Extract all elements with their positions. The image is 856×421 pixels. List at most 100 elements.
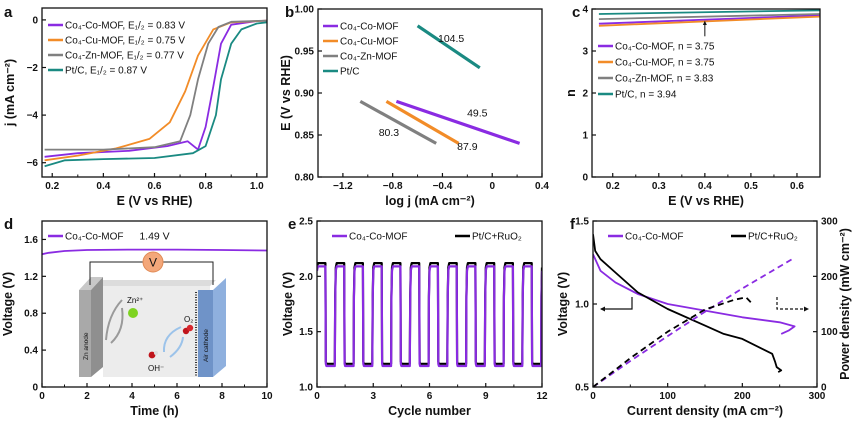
plot-frame bbox=[317, 8, 543, 178]
y-axis-label: Voltage (V) bbox=[281, 272, 295, 336]
right-axis-arrow-icon bbox=[776, 297, 806, 310]
y-tick-label: 1 bbox=[582, 131, 588, 142]
x-axis-label: E (V vs RHE) bbox=[668, 194, 744, 208]
series-line bbox=[598, 13, 820, 20]
legend-label: Co₄-Co-MOF, E₁/₂ = 0.83 V bbox=[65, 21, 185, 32]
y-tick-label: 0 bbox=[32, 15, 38, 26]
y-tick-label: 2.0 bbox=[299, 272, 313, 283]
y-tick-label: 4 bbox=[582, 5, 588, 16]
y-tick-label: 0.90 bbox=[295, 89, 315, 100]
hydroxide-label: OH⁻ bbox=[148, 364, 164, 373]
air-cathode-side bbox=[213, 278, 226, 377]
oxygen-molecule-icon bbox=[186, 324, 194, 332]
x-tick-label: 0.4 bbox=[96, 181, 110, 192]
series-line bbox=[42, 248, 267, 256]
x-axis-label: E (V vs RHE) bbox=[117, 194, 193, 208]
oxygen-label: O₂ bbox=[184, 315, 193, 324]
x-tick-label: −0.4 bbox=[433, 181, 453, 192]
y-tick-label: 0.80 bbox=[295, 173, 315, 184]
hydroxide-icon bbox=[148, 351, 156, 359]
y-axis-label: j (mA cm⁻²) bbox=[3, 59, 17, 127]
left-axis-arrow-icon bbox=[601, 297, 633, 310]
zinc-ion-label: Zn²⁺ bbox=[127, 296, 143, 305]
plot-frame bbox=[41, 7, 268, 178]
zn-anode-side bbox=[91, 277, 103, 377]
x-tick-label: 0.2 bbox=[606, 181, 620, 192]
series-line bbox=[593, 253, 796, 335]
x-tick-label: 0 bbox=[590, 391, 596, 402]
x-tick-label: 0.3 bbox=[652, 181, 666, 192]
x-tick-label: 0.8 bbox=[199, 181, 213, 192]
y-tick-label: 3 bbox=[582, 47, 588, 58]
series-line bbox=[44, 21, 267, 168]
zn-anode-top bbox=[79, 277, 103, 290]
zinc-air-battery-schematic: V Zn anode Air cathode Zn²⁺ O₂ OH⁻ bbox=[79, 251, 226, 377]
y-tick-label: −6 bbox=[27, 158, 39, 169]
panel-e: e 0 3 6 9 12 1.0 1.5 2.0 2.5 Cycle number Voltage (… bbox=[281, 216, 548, 418]
tafel-slope-label: 87.9 bbox=[457, 141, 478, 153]
legend-label: Co₄-Co-MOF bbox=[625, 232, 684, 243]
x-tick-label: 0.6 bbox=[790, 181, 804, 192]
y-tick-label: 1.0 bbox=[575, 300, 589, 311]
x-tick-label: 2 bbox=[84, 391, 90, 402]
panel-d: d 0 2 4 6 8 10 0 0.4 0.8 1.2 1.6 Time (h) Voltage (V)… bbox=[1, 216, 273, 418]
x-tick-label: 12 bbox=[536, 391, 548, 402]
x-tick-label: 10 bbox=[261, 391, 273, 402]
legend-label: Co₄-Zn-MOF bbox=[340, 52, 397, 63]
y-tick-label: 1.00 bbox=[295, 5, 315, 16]
y2-tick-label: 300 bbox=[821, 217, 838, 228]
legend-label: Pt/C, E₁/₂ = 0.87 V bbox=[65, 66, 147, 77]
x-tick-label: 9 bbox=[483, 391, 489, 402]
x-tick-label: 300 bbox=[809, 391, 826, 402]
y-axis-label: n bbox=[564, 89, 578, 97]
arrow-head-icon bbox=[702, 20, 707, 25]
panel-b: b −1.2 −0.8 −0.4 0 0.4 0.80 0.85 0.90 0.95 1.00 log… bbox=[279, 4, 549, 208]
series-line bbox=[593, 234, 783, 373]
x-tick-label: 100 bbox=[659, 391, 676, 402]
legend-label: Co₄-Co-MOF bbox=[349, 232, 408, 243]
zinc-ion-icon bbox=[128, 308, 138, 318]
legend-label: Co₄-Zn-MOF, n = 3.83 bbox=[615, 74, 714, 85]
reaction-arrow-icon bbox=[169, 336, 184, 358]
x-tick-label: 0.4 bbox=[535, 181, 549, 192]
y-tick-label: 1.5 bbox=[575, 217, 589, 228]
plot-area bbox=[593, 234, 796, 387]
legend-label: Pt/C+RuO₂ bbox=[748, 232, 798, 243]
plot-area bbox=[359, 24, 521, 145]
y2-tick-label: 200 bbox=[821, 272, 838, 283]
panel-label: c bbox=[572, 4, 580, 21]
panel-label: e bbox=[288, 216, 296, 233]
panel-a: a 0.2 0.4 0.6 0.8 1.0 0 −2 −4 −6 E (V vs RHE) j (mA… bbox=[3, 4, 268, 208]
x-axis-label: Current density (mA cm⁻²) bbox=[627, 404, 783, 418]
air-cathode-slab bbox=[198, 290, 213, 377]
series-line bbox=[416, 24, 481, 70]
x-axis-label: log j (mA cm⁻²) bbox=[385, 194, 474, 208]
legend-label: Pt/C+RuO₂ bbox=[472, 232, 522, 243]
arrow-head-icon bbox=[804, 306, 809, 312]
x-tick-label: 3 bbox=[370, 391, 376, 402]
x-tick-label: 0.4 bbox=[698, 181, 712, 192]
anode-label: Zn anode bbox=[83, 332, 90, 360]
tafel-slope-label: 49.5 bbox=[467, 108, 488, 120]
y-tick-label: 1.5 bbox=[299, 327, 313, 338]
series-line bbox=[385, 100, 460, 145]
series-line bbox=[598, 14, 820, 25]
arrow-head-icon bbox=[600, 306, 605, 312]
legend-label: Pt/C bbox=[340, 67, 359, 78]
x-tick-label: 200 bbox=[734, 391, 751, 402]
panel-label: d bbox=[4, 216, 13, 233]
legend-label: Pt/C, n = 3.94 bbox=[615, 90, 677, 101]
series-line bbox=[598, 9, 820, 15]
y-tick-label: 2.5 bbox=[299, 217, 313, 228]
series-line bbox=[44, 19, 267, 151]
plot-frame bbox=[591, 8, 821, 178]
y-tick-label: 0.5 bbox=[575, 383, 589, 394]
y-tick-label: 0 bbox=[582, 173, 588, 184]
x-tick-label: 0.2 bbox=[45, 181, 59, 192]
series-line bbox=[395, 99, 521, 145]
plot-frame bbox=[592, 220, 818, 388]
y-tick-label: 1.0 bbox=[299, 383, 313, 394]
y-tick-label: −2 bbox=[27, 63, 39, 74]
plot-area bbox=[598, 9, 820, 27]
reaction-arrow-icon bbox=[162, 326, 182, 353]
